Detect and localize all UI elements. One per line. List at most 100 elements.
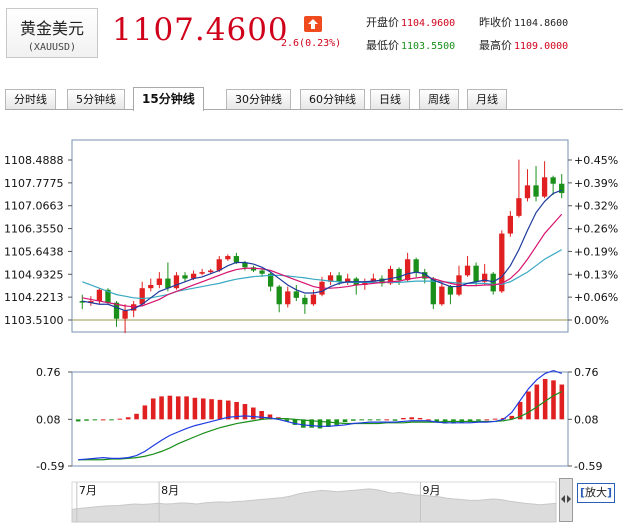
- candle-body: [216, 259, 222, 271]
- candle-body: [199, 272, 205, 274]
- navigator-area: [71, 488, 557, 523]
- zoom-bracket-right: ]: [607, 486, 613, 499]
- candle-body: [113, 302, 120, 319]
- navigator-month-label: 7月: [79, 484, 97, 497]
- macd-bar: [334, 419, 339, 425]
- macd-y-tick-label: -0.59: [36, 460, 64, 473]
- range-navigator[interactable]: 7月 8月 9月: [0, 480, 628, 525]
- macd-bar: [392, 419, 398, 421]
- tab-30min[interactable]: 30分钟线: [226, 89, 291, 109]
- candle-body: [482, 273, 488, 282]
- candle-body: [173, 275, 180, 289]
- macd-bar: [92, 419, 98, 421]
- low-value: 1103.5500: [401, 41, 456, 52]
- macd-bar: [284, 419, 289, 422]
- price-change: 2.6(0.23%): [281, 38, 342, 49]
- open-price: 开盘价 1104.9600: [366, 14, 455, 30]
- candle-body: [267, 273, 274, 287]
- tab-monthly[interactable]: 月线: [467, 89, 507, 109]
- high-label: 最高价: [479, 39, 512, 52]
- y-right-tick-label: +0.45%: [574, 154, 618, 167]
- y-tick-label: 1105.6438: [4, 245, 64, 258]
- macd-bar: [242, 404, 248, 420]
- candle-body: [79, 301, 85, 303]
- open-value: 1104.9600: [401, 18, 456, 29]
- plot-frame: [71, 139, 569, 333]
- macd-bar: [542, 378, 548, 420]
- candle-body: [105, 289, 111, 303]
- candle-body: [156, 278, 162, 285]
- high-value: 1109.0000: [514, 41, 569, 52]
- macd-bar: [301, 419, 306, 428]
- candle-body: [370, 278, 377, 282]
- up-arrow-icon: [304, 16, 322, 32]
- candle-body: [259, 270, 265, 274]
- candle-body: [499, 233, 505, 292]
- macd-bar: [117, 418, 123, 420]
- macd-bar: [75, 419, 81, 422]
- low-price: 最低价 1103.5500: [366, 37, 455, 53]
- candle-body: [285, 291, 291, 305]
- macd-y-right-tick-label: -0.59: [574, 460, 602, 473]
- tab-weekly[interactable]: 周线: [419, 89, 459, 109]
- zoom-bracket-left: [: [579, 486, 585, 499]
- candle-body: [550, 177, 556, 184]
- candle-body: [233, 256, 240, 263]
- candle-body: [327, 275, 334, 282]
- tab-15min[interactable]: 15分钟线: [133, 87, 204, 111]
- macd-y-tick-label: 0.08: [36, 413, 61, 426]
- last-price: 1107.4600: [112, 12, 289, 48]
- macd-bar: [492, 418, 498, 420]
- navigator-handle[interactable]: [559, 478, 573, 522]
- candle-body: [362, 281, 368, 285]
- y-right-tick-label: +0.39%: [574, 177, 618, 190]
- macd-bar: [167, 395, 173, 420]
- macd-bar: [484, 419, 490, 421]
- macd-bar: [551, 380, 556, 420]
- macd-bar: [476, 419, 481, 421]
- tab-daily[interactable]: 日线: [370, 89, 410, 109]
- macd-bar: [292, 419, 298, 425]
- candle-body: [422, 272, 428, 279]
- macd-bar: [159, 396, 164, 420]
- candle-body: [464, 265, 471, 276]
- candle-body: [250, 267, 257, 271]
- candle-body: [130, 304, 137, 311]
- zoom-label: 放大: [585, 486, 607, 499]
- zoom-in-button[interactable]: [放大]: [577, 483, 615, 503]
- macd-bar: [217, 399, 223, 420]
- candle-body: [559, 183, 565, 194]
- candle-body: [541, 177, 548, 197]
- candle-body: [88, 301, 94, 303]
- macd-bar: [376, 419, 381, 421]
- symbol-name: 黄金美元: [19, 19, 84, 38]
- navigator-month-label: 8月: [161, 484, 179, 497]
- macd-bar: [317, 419, 323, 429]
- macd-bar: [409, 417, 415, 420]
- y-right-tick-label: +0.06%: [574, 291, 618, 304]
- y-right-tick-label: +0.19%: [574, 245, 618, 258]
- candle-body: [345, 278, 351, 282]
- high-price: 最高价 1109.0000: [479, 37, 568, 53]
- prev-close-label: 昨收价: [479, 16, 512, 29]
- ma-long-line: [82, 249, 563, 300]
- tab-timeline[interactable]: 分时线: [5, 89, 56, 109]
- navigator-month-label: 9月: [422, 484, 440, 497]
- macd-bar: [200, 398, 206, 420]
- macd-bar: [534, 384, 540, 420]
- tab-60min[interactable]: 60分钟线: [300, 89, 365, 109]
- candle-body: [293, 291, 299, 298]
- candlestick-chart[interactable]: 1108.4888 +0.45% 1107.7775 +0.39% 1107.0663 +…: [0, 130, 628, 345]
- macd-bar: [467, 419, 473, 423]
- macd-bar: [559, 384, 565, 420]
- tab-5min[interactable]: 5分钟线: [67, 89, 125, 109]
- macd-bar: [150, 398, 156, 420]
- candle-body: [310, 294, 317, 305]
- y-right-tick-label: +0.13%: [574, 268, 618, 281]
- macd-bar: [225, 400, 231, 420]
- candle-body: [524, 185, 531, 199]
- macd-chart[interactable]: 0.76 0.76 0.08 0.08 -0.59 -0.59: [0, 362, 628, 474]
- candle-body: [302, 297, 308, 305]
- candle-body: [387, 268, 394, 284]
- candle-body: [516, 198, 522, 216]
